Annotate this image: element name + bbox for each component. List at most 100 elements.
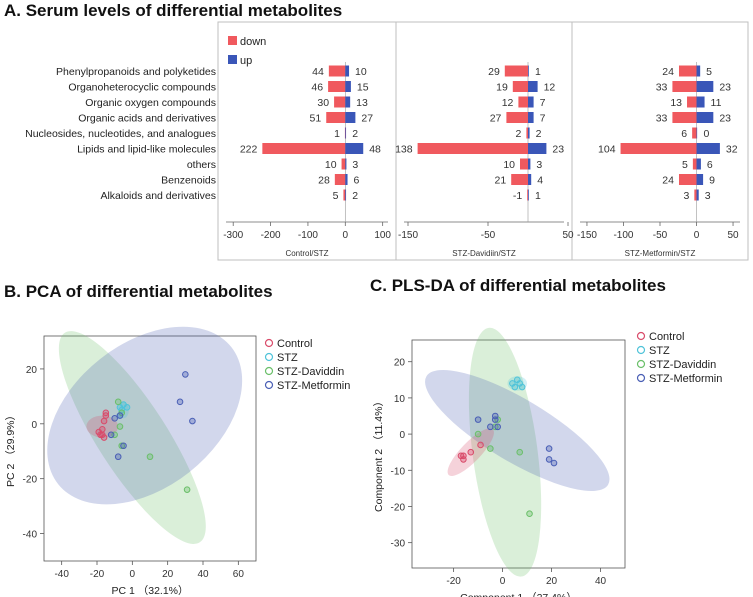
point-control	[102, 409, 110, 417]
bar-up	[345, 96, 351, 108]
bar-down-label: 13	[670, 97, 682, 109]
bar-down	[520, 158, 528, 170]
point-metformin	[494, 423, 501, 431]
bar-down	[417, 143, 528, 154]
bar-down	[328, 65, 346, 77]
bar-down	[506, 112, 528, 123]
x-tick-label: 20	[546, 576, 558, 587]
legend-marker	[264, 366, 274, 376]
bar-down	[328, 81, 346, 92]
bar-down-label: 27	[490, 113, 502, 125]
category-labels: Phenylpropanoids and polyketides Organohe…	[25, 66, 216, 202]
point-daviddin	[474, 430, 482, 438]
category-label: Organic acids and derivatives	[78, 113, 216, 125]
x-tick-label: 50	[562, 230, 574, 241]
bar-up	[345, 174, 348, 185]
legend-label: STZ-Daviddin	[277, 366, 344, 378]
bar-down	[678, 174, 697, 185]
bar-up-label: 11	[711, 97, 722, 109]
point-stz	[511, 383, 519, 391]
point-control	[99, 431, 106, 439]
bar-up-label: 48	[369, 144, 381, 156]
point-metformin	[550, 459, 558, 467]
bar-down-label: 2	[516, 128, 522, 140]
point-daviddin	[516, 448, 524, 456]
bar-up-label: 3	[705, 190, 711, 202]
bar-up-label: 9	[709, 175, 715, 187]
bar-up	[345, 127, 347, 139]
bar-up	[345, 112, 356, 123]
point-daviddin	[146, 453, 154, 461]
y-tick-label: 10	[394, 394, 406, 405]
y-tick-label: -40	[23, 530, 38, 541]
bar-down-label: 3	[683, 190, 689, 202]
bar-down	[504, 65, 528, 77]
x-tick-label: -50	[653, 230, 668, 241]
point-metformin	[487, 423, 494, 431]
bar-down	[672, 81, 697, 92]
legend-marker	[636, 373, 646, 383]
x-tick-label: 40	[595, 576, 607, 587]
point-daviddin	[526, 510, 533, 518]
y-axis-label: PC 2 （29.9%）	[5, 410, 17, 487]
bar-down	[620, 143, 697, 154]
point-metformin	[176, 398, 184, 406]
bar-down	[334, 174, 346, 185]
bar-down-label: 30	[317, 97, 329, 109]
point-metformin	[120, 442, 127, 450]
bar-up	[528, 96, 534, 108]
bar-up	[345, 81, 351, 92]
bar-up-label: 27	[361, 113, 373, 125]
bar-down-label: 104	[598, 144, 616, 156]
point-control	[477, 441, 484, 449]
bar-up	[528, 112, 534, 123]
x-tick-label: -150	[398, 230, 418, 241]
bar-up	[696, 81, 714, 92]
bar-down	[344, 127, 346, 139]
legend-marker	[264, 338, 274, 348]
bar-up	[528, 174, 532, 185]
legend-marker	[636, 345, 646, 355]
bar-down-label: 46	[311, 82, 323, 94]
bar-down-label: 28	[318, 175, 330, 187]
y-tick-label: -20	[391, 502, 406, 513]
bar-up-label: 23	[719, 113, 731, 125]
pca-plot: -40 -20 0 20 40 60 -40 -20 0 20 PC 1 （32.1%） PC 2 （…	[5, 326, 350, 597]
category-label: Lipids and lipid-like molecules	[77, 144, 216, 156]
bar-down-label: 10	[503, 159, 515, 171]
bar-up	[696, 65, 701, 77]
section-a-title: A. Serum levels of differential metaboli…	[4, 1, 342, 20]
bar-up-label: 5	[706, 66, 712, 78]
category-label: Benzenoids	[161, 175, 216, 187]
legend-marker	[264, 380, 274, 390]
x-tick-label: 40	[197, 569, 209, 580]
bar-panel: -150 -50 50 29 1 19 12 12 7 27 7 2 2 138 23 10 3 21 4 -1 1 ST…	[395, 62, 574, 258]
point-daviddin	[116, 423, 124, 430]
x-tick-label: -300	[223, 230, 243, 241]
bar-up	[345, 65, 350, 77]
ellipse-metformin	[47, 326, 243, 505]
point-metformin	[116, 412, 124, 419]
point-stz	[516, 380, 524, 387]
point-metformin	[474, 416, 482, 423]
x-tick-label: -100	[298, 230, 318, 241]
y-axis-label: Component 2 （11.4%）	[373, 396, 385, 512]
legend-up-swatch	[228, 55, 237, 64]
bar-up-label: 32	[726, 144, 738, 156]
x-tick-label: 100	[374, 230, 391, 241]
bar-up	[696, 158, 701, 170]
x-tick-label: -100	[613, 230, 633, 241]
bar-down	[678, 65, 697, 77]
point-metformin	[189, 417, 196, 425]
section-c-title: C. PLS-DA of differential metabolites	[370, 276, 666, 295]
point-daviddin	[114, 398, 122, 406]
bar-down-label: 5	[682, 159, 688, 171]
point-metformin	[107, 431, 115, 439]
bar-down	[692, 127, 697, 139]
bar-down-label: 33	[656, 113, 668, 125]
bar-up	[528, 127, 530, 139]
bar-down-label: 51	[310, 113, 322, 125]
bar-up	[345, 189, 347, 201]
category-label: Organoheterocyclic compounds	[68, 82, 216, 94]
bar-up-label: 4	[537, 175, 543, 187]
